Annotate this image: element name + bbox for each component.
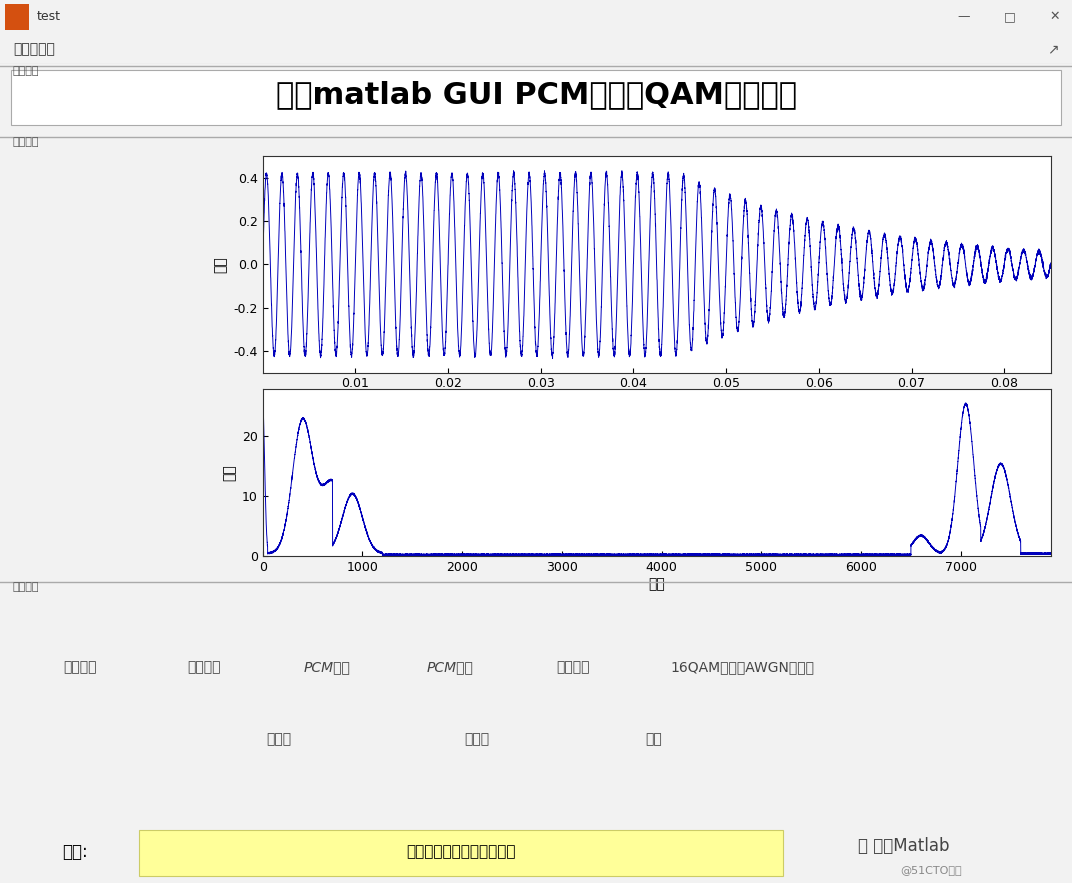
Bar xyxy=(11,70,1061,125)
Text: 🔆 天天Matlab: 🔆 天天Matlab xyxy=(858,837,949,855)
X-axis label: 频率: 频率 xyxy=(649,577,665,591)
Text: 对比二: 对比二 xyxy=(464,733,490,746)
Text: 原始声音: 原始声音 xyxy=(187,660,221,674)
Text: —: — xyxy=(957,11,970,23)
Y-axis label: 幅值: 幅值 xyxy=(222,464,236,480)
Bar xyxy=(5,4,29,29)
Text: 说明:: 说明: xyxy=(62,842,88,861)
Text: PCM解码: PCM解码 xyxy=(427,660,474,674)
Text: ✕: ✕ xyxy=(1049,11,1060,23)
Text: 显示面板: 显示面板 xyxy=(13,137,40,147)
Text: 控制面板: 控制面板 xyxy=(13,582,40,592)
Text: 读取音频: 读取音频 xyxy=(63,660,98,674)
Text: 对比一: 对比一 xyxy=(266,733,292,746)
Text: ↗: ↗ xyxy=(1047,42,1059,56)
Y-axis label: 幅值: 幅值 xyxy=(213,256,228,273)
Text: 16QAM系统（AWGN信道）: 16QAM系统（AWGN信道） xyxy=(670,660,815,674)
Text: @51CTO博客: @51CTO博客 xyxy=(900,864,962,875)
Text: test: test xyxy=(36,11,60,23)
Bar xyxy=(139,830,783,876)
X-axis label: 时间: 时间 xyxy=(649,393,665,407)
Text: 接收声音: 接收声音 xyxy=(556,660,591,674)
Text: 基于matlab GUI PCM编码和QAM调制系统: 基于matlab GUI PCM编码和QAM调制系统 xyxy=(276,80,796,109)
Text: 课题题目: 课题题目 xyxy=(13,65,40,76)
Text: 退出: 退出 xyxy=(645,733,662,746)
Text: 测试音频文件波形如图所示: 测试音频文件波形如图所示 xyxy=(406,844,516,859)
Text: PCM编码: PCM编码 xyxy=(303,660,351,674)
Text: 关于本程序: 关于本程序 xyxy=(13,42,55,56)
Text: □: □ xyxy=(1003,11,1015,23)
